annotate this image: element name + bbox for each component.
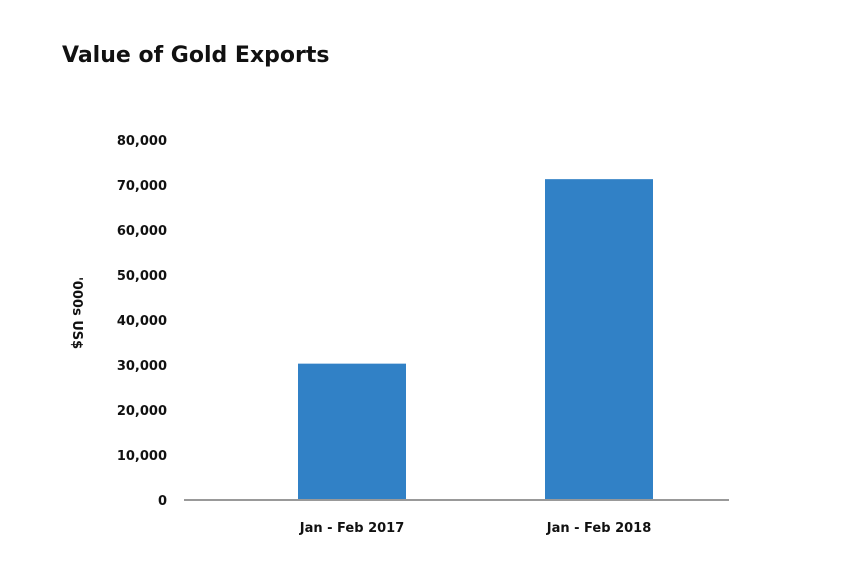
y-tick-label: 70,000 bbox=[117, 179, 167, 194]
y-tick-label: 30,000 bbox=[117, 359, 167, 374]
y-axis-ticks: 0 10,000 20,000 30,000 40,000 50,000 60,000 70,… bbox=[117, 134, 167, 509]
x-axis-ticks: Jan - Feb 2017 Jan - Feb 2018 bbox=[299, 521, 652, 536]
x-tick-label: Jan - Feb 2017 bbox=[299, 521, 405, 536]
x-tick-label: Jan - Feb 2018 bbox=[546, 521, 652, 536]
y-axis-title: '000s US$ bbox=[69, 277, 84, 349]
y-tick-label: 50,000 bbox=[117, 269, 167, 284]
y-tick-label: 40,000 bbox=[117, 314, 167, 329]
bar bbox=[298, 363, 406, 500]
bar bbox=[545, 179, 653, 500]
bars bbox=[298, 179, 653, 500]
y-tick-label: 10,000 bbox=[117, 449, 167, 464]
y-tick-label: 80,000 bbox=[117, 134, 167, 149]
chart-title: Value of Gold Exports bbox=[62, 43, 329, 68]
y-tick-label: 60,000 bbox=[117, 224, 167, 239]
y-tick-label: 0 bbox=[158, 494, 167, 509]
y-tick-label: 20,000 bbox=[117, 404, 167, 419]
